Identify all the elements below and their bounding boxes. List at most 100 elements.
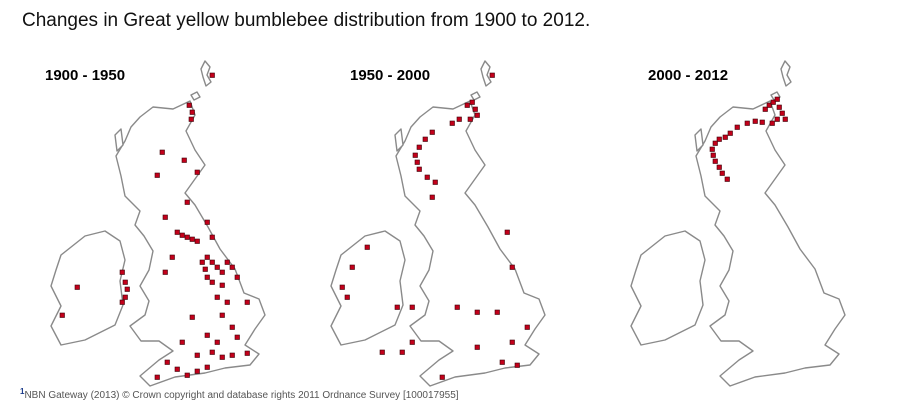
- records: [339, 72, 530, 380]
- record-square: [724, 176, 730, 182]
- record-square: [774, 96, 780, 102]
- record-square: [412, 152, 418, 158]
- record-square: [710, 152, 716, 158]
- record-square: [409, 304, 415, 310]
- record-square: [184, 199, 190, 205]
- record-square: [202, 266, 208, 272]
- record-square: [59, 312, 65, 318]
- record-square: [349, 264, 355, 270]
- record-square: [174, 366, 180, 372]
- footnote: 1NBN Gateway (2013) © Crown copyright an…: [20, 387, 459, 401]
- record-square: [759, 119, 765, 125]
- records: [59, 72, 250, 380]
- record-square: [409, 339, 415, 345]
- record-square: [214, 264, 220, 270]
- record-square: [779, 110, 785, 116]
- footnote-marker: 1: [20, 387, 25, 396]
- record-square: [184, 234, 190, 240]
- map-panel: [330, 60, 546, 387]
- record-square: [416, 144, 422, 150]
- record-square: [204, 332, 210, 338]
- record-square: [209, 349, 215, 355]
- record-square: [194, 169, 200, 175]
- record-square: [782, 116, 788, 122]
- record-square: [204, 274, 210, 280]
- record-square: [494, 309, 500, 315]
- record-square: [174, 229, 180, 235]
- record-square: [169, 254, 175, 260]
- record-square: [776, 104, 782, 110]
- record-square: [474, 344, 480, 350]
- title: Changes in Great yellow bumblebee distri…: [22, 10, 590, 31]
- record-square: [229, 352, 235, 358]
- record-square: [234, 274, 240, 280]
- record-square: [454, 304, 460, 310]
- coastline: [50, 60, 266, 387]
- record-square: [432, 179, 438, 185]
- record-square: [74, 284, 80, 290]
- coastline: [330, 60, 546, 387]
- record-square: [379, 349, 385, 355]
- panel-label: 2000 - 2012: [648, 67, 728, 84]
- record-square: [456, 116, 462, 122]
- record-square: [474, 309, 480, 315]
- record-square: [229, 264, 235, 270]
- panel-label: 1950 - 2000: [350, 67, 430, 84]
- record-square: [770, 99, 776, 105]
- record-square: [424, 174, 430, 180]
- record-square: [752, 118, 758, 124]
- record-square: [209, 259, 215, 265]
- record-square: [186, 102, 192, 108]
- record-square: [716, 136, 722, 142]
- record-square: [504, 229, 510, 235]
- record-square: [509, 264, 515, 270]
- record-square: [716, 164, 722, 170]
- record-square: [469, 99, 475, 105]
- record-square: [474, 112, 480, 118]
- record-square: [204, 364, 210, 370]
- record-square: [449, 120, 455, 126]
- record-square: [489, 72, 495, 78]
- record-square: [229, 324, 235, 330]
- footnote-text: NBN Gateway (2013) © Crown copyright and…: [24, 390, 458, 401]
- record-square: [422, 136, 428, 142]
- record-square: [194, 352, 200, 358]
- record-square: [509, 339, 515, 345]
- record-square: [209, 279, 215, 285]
- record-square: [154, 172, 160, 178]
- record-square: [416, 166, 422, 172]
- record-square: [194, 238, 200, 244]
- record-square: [122, 294, 128, 300]
- record-square: [219, 312, 225, 318]
- map-panel: [630, 60, 846, 387]
- record-square: [189, 314, 195, 320]
- record-square: [204, 219, 210, 225]
- record-square: [244, 299, 250, 305]
- record-square: [224, 299, 230, 305]
- record-square: [712, 158, 718, 164]
- record-square: [769, 120, 775, 126]
- record-square: [762, 106, 768, 112]
- record-square: [744, 120, 750, 126]
- record-square: [159, 149, 165, 155]
- record-square: [712, 140, 718, 146]
- record-square: [188, 116, 194, 122]
- record-square: [154, 374, 160, 380]
- record-square: [429, 194, 435, 200]
- record-square: [439, 374, 445, 380]
- record-square: [189, 109, 195, 115]
- record-square: [162, 269, 168, 275]
- record-square: [339, 284, 345, 290]
- record-square: [219, 354, 225, 360]
- record-square: [394, 304, 400, 310]
- record-square: [219, 282, 225, 288]
- record-square: [224, 259, 230, 265]
- record-square: [244, 350, 250, 356]
- panel-label: 1900 - 1950: [45, 67, 125, 84]
- record-square: [214, 339, 220, 345]
- record-square: [414, 159, 420, 165]
- record-square: [399, 349, 405, 355]
- record-square: [467, 116, 473, 122]
- records: [709, 96, 788, 182]
